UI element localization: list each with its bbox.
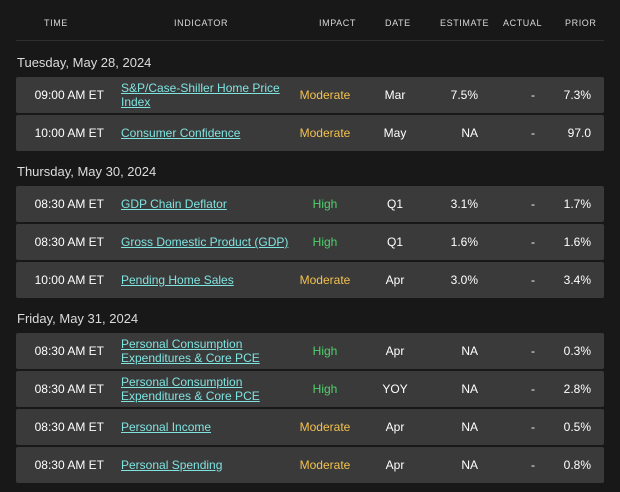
table-row: 10:00 AM ET Consumer Confidence Moderate… (16, 115, 604, 151)
row-time: 08:30 AM ET (34, 458, 104, 472)
header-time: TIME (44, 18, 68, 28)
day-heading: Thursday, May 30, 2024 (17, 164, 157, 179)
table-row: 08:30 AM ET Personal Consumption Expendi… (16, 371, 604, 407)
row-estimate: NA (461, 344, 478, 358)
table-row: 08:30 AM ET Personal Spending Moderate A… (16, 447, 604, 483)
day-heading: Tuesday, May 28, 2024 (17, 55, 152, 70)
header-prior: PRIOR (565, 18, 597, 28)
indicator-link[interactable]: Personal Income (121, 420, 212, 434)
row-estimate: 1.6% (450, 235, 478, 249)
row-estimate: 3.0% (450, 273, 478, 287)
row-time: 08:30 AM ET (34, 382, 104, 396)
indicator-link[interactable]: Personal Consumption Expenditures & Core… (121, 337, 260, 365)
row-time: 08:30 AM ET (34, 235, 104, 249)
row-prior: 1.6% (563, 235, 591, 249)
header-impact: IMPACT (319, 18, 356, 28)
day-heading: Friday, May 31, 2024 (17, 311, 139, 326)
header-estimate: ESTIMATE (440, 18, 490, 28)
row-prior: 2.8% (563, 382, 591, 396)
impact-badge: High (312, 382, 338, 396)
impact-badge: Moderate (299, 458, 351, 472)
indicator-link[interactable]: Personal Consumption Expenditures & Core… (121, 375, 260, 403)
table-row: 08:30 AM ET Personal Income Moderate Apr… (16, 409, 604, 445)
row-estimate: NA (461, 420, 478, 434)
header-date: DATE (385, 18, 411, 28)
row-date: Apr (385, 344, 405, 358)
row-prior: 0.3% (563, 344, 591, 358)
indicator-link[interactable]: GDP Chain Deflator (121, 197, 227, 211)
indicator-link[interactable]: Personal Spending (121, 458, 223, 472)
row-time: 08:30 AM ET (34, 197, 104, 211)
indicator-link[interactable]: Pending Home Sales (121, 273, 234, 287)
impact-badge: High (312, 235, 338, 249)
table-header: TIME INDICATOR IMPACT DATE ESTIMATE ACTU… (16, 0, 604, 41)
table-row: 08:30 AM ET Personal Consumption Expendi… (16, 333, 604, 369)
row-date: Apr (385, 420, 405, 434)
impact-badge: Moderate (299, 420, 351, 434)
row-date: Apr (385, 458, 405, 472)
impact-badge: High (312, 344, 338, 358)
row-actual: - (531, 197, 535, 211)
impact-badge: Moderate (299, 88, 351, 102)
row-actual: - (531, 273, 535, 287)
indicator-link[interactable]: Consumer Confidence (121, 126, 241, 140)
row-date: May (383, 126, 407, 140)
row-time: 10:00 AM ET (34, 126, 104, 140)
header-indicator: INDICATOR (174, 18, 229, 28)
row-estimate: NA (461, 382, 478, 396)
row-prior: 0.8% (563, 458, 591, 472)
row-date: Q1 (386, 235, 403, 249)
row-prior: 3.4% (563, 273, 591, 287)
row-estimate: 3.1% (450, 197, 478, 211)
row-actual: - (531, 235, 535, 249)
indicator-link[interactable]: S&P/Case-Shiller Home Price Index (121, 81, 280, 109)
row-actual: - (531, 420, 535, 434)
impact-badge: High (312, 197, 338, 211)
header-actual: ACTUAL (503, 18, 543, 28)
row-actual: - (531, 126, 535, 140)
row-actual: - (531, 458, 535, 472)
row-estimate: NA (461, 126, 478, 140)
impact-badge: Moderate (299, 126, 351, 140)
row-prior: 1.7% (563, 197, 591, 211)
row-prior: 7.3% (563, 88, 591, 102)
table-row: 08:30 AM ET GDP Chain Deflator High Q1 3… (16, 186, 604, 222)
table-row: 10:00 AM ET Pending Home Sales Moderate … (16, 262, 604, 298)
row-actual: - (531, 88, 535, 102)
row-date: Apr (385, 273, 405, 287)
table-row: 08:30 AM ET Gross Domestic Product (GDP)… (16, 224, 604, 260)
row-estimate: 7.5% (450, 88, 478, 102)
row-actual: - (531, 382, 535, 396)
row-date: Q1 (386, 197, 403, 211)
row-time: 08:30 AM ET (34, 344, 104, 358)
row-actual: - (531, 344, 535, 358)
row-date: YOY (382, 382, 408, 396)
table-row: 09:00 AM ET S&P/Case-Shiller Home Price … (16, 77, 604, 113)
indicator-link[interactable]: Gross Domestic Product (GDP) (121, 235, 289, 249)
row-time: 09:00 AM ET (34, 88, 104, 102)
row-prior: 97.0 (567, 126, 591, 140)
row-time: 10:00 AM ET (34, 273, 104, 287)
impact-badge: Moderate (299, 273, 351, 287)
row-prior: 0.5% (563, 420, 591, 434)
row-time: 08:30 AM ET (34, 420, 104, 434)
row-estimate: NA (461, 458, 478, 472)
row-date: Mar (384, 88, 406, 102)
